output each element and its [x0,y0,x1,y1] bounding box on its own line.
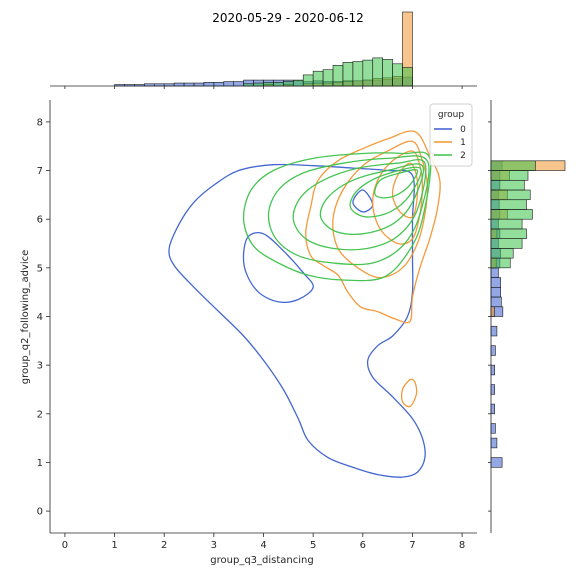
marginal-x-bar-group-0 [183,82,195,87]
y-tick-label: 2 [37,409,43,420]
x-tick-label: 4 [260,540,266,551]
marginal-y-bar-group-0 [490,423,496,434]
chart-title: 2020-05-29 - 2020-06-12 [212,11,363,25]
y-tick-label: 0 [37,507,43,518]
marginal-x-bar-group-0 [153,83,165,87]
marginal-y-bar-group-0 [490,267,499,278]
marginal-y-bar-group-0 [490,296,502,308]
marginal-x-bar-group-2 [283,81,294,87]
marginal-y-bar-group-0 [490,287,501,298]
marginal-x-bar-group-2 [243,83,254,87]
kde-contour-group-2 [349,166,422,218]
x-tick-label: 1 [111,540,117,551]
x-tick-label: 0 [62,540,68,551]
x-tick-label: 3 [211,540,217,551]
y-tick-label: 7 [37,166,43,177]
marginal-x-bar-group-0 [213,82,225,87]
marginal-x-bar-group-0 [193,82,205,87]
legend: group 0 1 2 [429,103,473,167]
marginal-y-bar-group-2 [490,257,511,269]
kde-contour-group-2 [374,169,419,199]
kde-contour-group-0 [168,163,426,478]
marginal-x-bar-group-0 [163,83,175,87]
marginal-x-bar-group-2 [352,61,364,87]
kde-contour-group-2 [267,155,430,266]
marginal-y-bar-group-0 [490,364,496,376]
legend-label-group-2: 2 [460,151,466,161]
marginal-x-bar-group-0 [114,84,125,87]
kde-contour-group-0 [242,232,314,304]
marginal-x-bar-group-0 [233,81,244,87]
marginal-y-bar-group-1 [490,306,496,317]
marginal-x-bar-group-2 [362,59,374,87]
marginal-y-bar-group-0 [490,345,496,356]
marginal-x-bar-group-2 [273,82,284,87]
marginal-x-bar-group-2 [392,63,403,87]
marginal-y-bar-group-2 [490,179,525,191]
legend-title: group [438,110,464,120]
marginal-y-bar-group-0 [490,384,496,395]
marginal-y-bar-group-2 [490,160,536,171]
marginal-x-bar-group-2 [263,82,274,87]
marginal-x-bar-group-0 [223,81,235,87]
y-axis-label: group_q2_following_advice [20,250,31,385]
marginal-y-histogram [488,100,566,533]
legend-frame [429,103,473,167]
marginal-y-bar-group-2 [490,238,523,249]
marginal-x-bar-group-0 [144,83,155,87]
marginal-y-bar-group-2 [490,189,531,201]
marginal-y-bar-group-2 [490,199,527,210]
marginal-x-bar-group-2 [292,79,304,87]
marginal-y-bar-group-2 [490,218,523,230]
marginal-x-bar-group-2 [322,69,334,87]
legend-label-group-1: 1 [460,138,466,148]
marginal-y-bar-group-0 [490,325,498,337]
marginal-x-bar-group-2 [382,59,393,87]
marginal-x-bar-group-0 [173,82,185,87]
y-tick-label: 1 [37,458,43,469]
marginal-x-bar-group-2 [253,82,264,87]
x-tick-label: 5 [310,540,316,551]
kde-contour-group-1 [391,162,419,219]
marginal-y-bar-group-2 [490,170,529,181]
marginal-y-bar-group-2 [490,209,533,220]
marginal-x-bar-group-2 [332,64,344,87]
marginal-x-bar-group-0 [124,84,135,87]
kde-contour-group-2 [319,163,425,235]
y-tick-label: 6 [37,215,43,226]
kde-contour-group-1 [305,130,441,324]
marginal-y-bar-group-0 [490,403,496,415]
marginal-x-bar-group-2 [342,62,354,87]
marginal-x-bar-group-0 [203,82,215,87]
legend-label-group-0: 0 [460,125,466,135]
x-tick-label: 8 [459,540,465,551]
x-axis-label: group_q3_distancing [210,555,313,566]
marginal-y-bar-group-0 [490,277,501,288]
marginal-y-bar-group-2 [490,228,527,239]
x-tick-label: 2 [161,540,167,551]
marginal-x-bar-group-2 [302,74,314,87]
y-tick-label: 3 [37,361,43,372]
x-tick-label: 6 [360,540,366,551]
kde-contour-group-2 [242,151,432,282]
kde-contour-group-2 [292,158,427,251]
marginal-x-bar-group-2 [372,57,383,87]
y-tick-label: 5 [37,263,43,274]
x-tick-label: 7 [409,540,415,551]
marginal-y-bar-group-0 [490,457,503,468]
kde-contour-group-1 [400,378,418,408]
y-tick-label: 4 [37,312,43,323]
kde-contour-group-0 [352,189,374,213]
marginal-y-bar-group-0 [490,437,498,449]
main-plot-area: 0 1 2 3 4 5 6 7 8 0 1 2 3 4 5 6 7 8 [37,100,477,551]
marginal-y-bar-group-2 [490,248,514,259]
y-tick-label: 8 [37,117,43,128]
marginal-x-bar-group-0 [134,84,145,87]
marginal-x-bar-group-2 [402,67,413,87]
marginal-x-bar-group-2 [312,70,324,87]
marginal-x-histogram [50,11,477,89]
